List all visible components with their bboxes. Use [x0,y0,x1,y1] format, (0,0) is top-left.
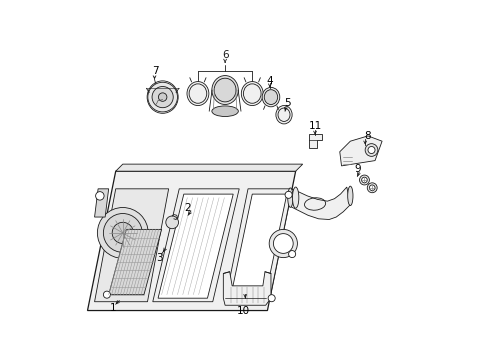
Polygon shape [308,134,322,148]
Circle shape [285,191,291,198]
Circle shape [147,82,177,112]
Circle shape [359,175,368,185]
Text: 8: 8 [363,131,370,141]
Text: 11: 11 [308,121,321,131]
Text: 2: 2 [184,203,191,213]
Text: 1: 1 [110,303,116,313]
Ellipse shape [264,90,277,104]
Circle shape [103,291,110,298]
Circle shape [152,86,173,108]
Polygon shape [94,189,108,217]
Ellipse shape [292,187,298,208]
Polygon shape [224,189,291,302]
Polygon shape [230,194,286,298]
Ellipse shape [275,105,291,124]
Polygon shape [152,189,239,302]
Text: 9: 9 [354,165,361,174]
Ellipse shape [186,82,208,105]
Circle shape [165,216,178,229]
Circle shape [273,234,293,253]
Polygon shape [108,229,161,294]
Circle shape [365,144,377,156]
Polygon shape [116,164,302,171]
Polygon shape [223,272,270,305]
Polygon shape [339,136,381,166]
Text: 3: 3 [156,253,162,263]
Ellipse shape [241,82,263,105]
Polygon shape [158,194,233,298]
Text: 5: 5 [284,98,290,108]
Text: 4: 4 [266,76,273,86]
Polygon shape [290,187,349,220]
Ellipse shape [347,186,352,206]
Circle shape [112,222,133,243]
Ellipse shape [287,188,292,207]
Text: 10: 10 [237,306,250,316]
Polygon shape [87,171,295,311]
Ellipse shape [211,76,238,104]
Circle shape [288,251,295,258]
Circle shape [368,185,374,190]
Ellipse shape [262,87,279,107]
Circle shape [97,207,148,258]
Circle shape [103,213,142,252]
Polygon shape [94,189,168,302]
Circle shape [361,177,366,183]
Ellipse shape [214,78,236,102]
Circle shape [366,183,376,193]
Ellipse shape [211,106,238,117]
Circle shape [96,192,104,200]
Circle shape [267,294,275,302]
Circle shape [367,147,374,154]
Circle shape [269,229,297,258]
Text: 7: 7 [152,66,159,76]
Circle shape [158,93,166,101]
Text: 6: 6 [222,50,228,60]
